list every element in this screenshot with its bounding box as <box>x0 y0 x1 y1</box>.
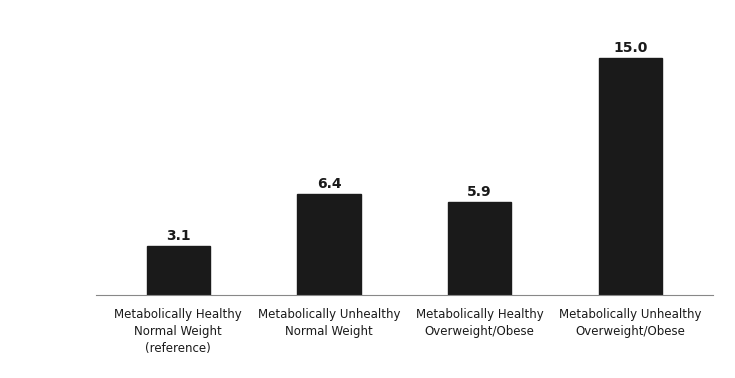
Text: 15.0: 15.0 <box>613 41 648 55</box>
Text: 6.4: 6.4 <box>317 177 341 191</box>
Bar <box>598 58 662 295</box>
Bar <box>147 246 210 295</box>
Bar <box>298 194 361 295</box>
Text: 3.1: 3.1 <box>166 229 190 243</box>
Bar <box>448 202 511 295</box>
Text: 5.9: 5.9 <box>467 184 492 198</box>
